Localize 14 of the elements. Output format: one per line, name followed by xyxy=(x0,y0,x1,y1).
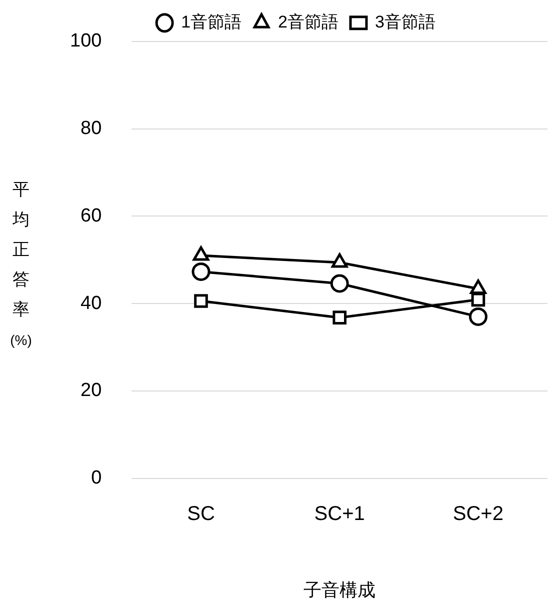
y-tick-label: 20 xyxy=(80,380,102,402)
y-axis-title: 平均正答率(%) xyxy=(9,179,33,350)
y-tick-label: 100 xyxy=(70,30,102,52)
x-tick-label: SC+2 xyxy=(452,502,504,525)
y-tick-label: 40 xyxy=(80,292,102,314)
legend-label: 3音節語 xyxy=(374,12,436,32)
y-tick-label: 80 xyxy=(80,118,102,140)
x-tick-label: SC+1 xyxy=(314,502,365,525)
x-tick-label: SC xyxy=(187,502,215,525)
x-axis-title: 子音構成 xyxy=(304,580,376,600)
y-tick-label: 60 xyxy=(80,205,102,226)
legend-label: 1音節語 xyxy=(181,12,242,32)
legend-label: 2音節語 xyxy=(278,12,338,32)
y-tick-label: 0 xyxy=(91,468,102,489)
